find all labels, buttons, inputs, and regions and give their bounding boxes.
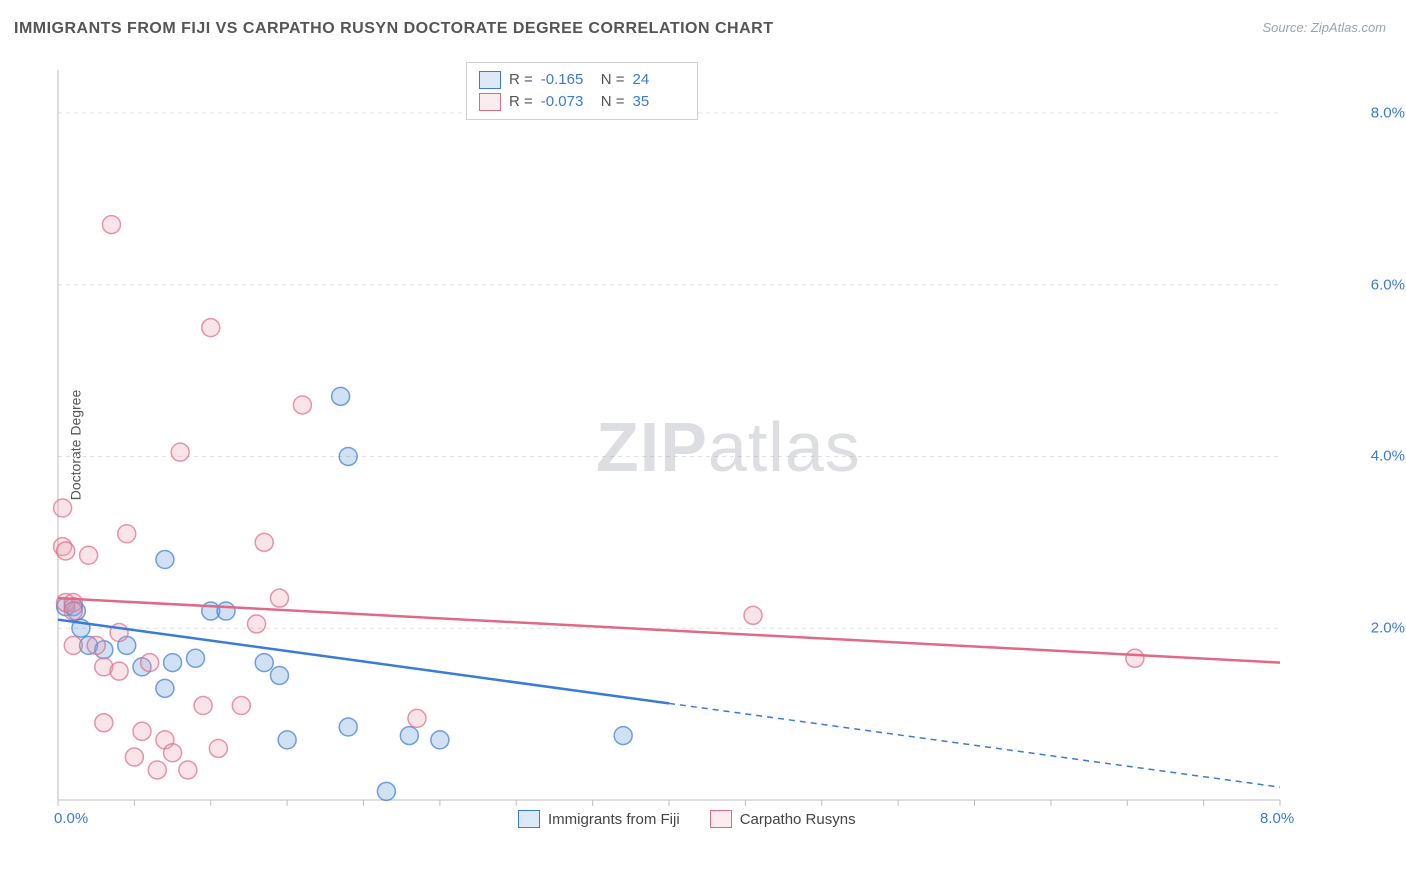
r-value: -0.165 [541,69,593,91]
y-tick-label: 2.0% [1371,620,1405,637]
n-value: 35 [633,91,685,113]
r-label: R = [509,91,533,113]
chart-title: IMMIGRANTS FROM FIJI VS CARPATHO RUSYN D… [14,20,773,38]
source-attribution: Source: ZipAtlas.com [1262,20,1386,35]
chart-area: Doctorate Degree ZIPatlas R =-0.165N =24… [50,60,1350,830]
series-legend: Immigrants from Fiji Carpatho Rusyns [518,810,856,828]
y-tick-label: 8.0% [1371,104,1405,121]
legend-swatch [710,810,732,828]
origin-label: 0.0% [54,810,88,827]
r-value: -0.073 [541,91,593,113]
legend-swatch [518,810,540,828]
y-tick-label: 4.0% [1371,448,1405,465]
r-label: R = [509,69,533,91]
legend-swatch [479,71,501,89]
n-label: N = [601,69,625,91]
legend-label: Carpatho Rusyns [740,811,856,828]
legend-item: Immigrants from Fiji [518,810,680,828]
legend-swatch [479,93,501,111]
correlation-legend: R = -0.165 N = 24 R = -0.073 N = 35 [466,62,698,120]
legend-stat-row: R = -0.073 N = 35 [479,91,685,113]
n-label: N = [601,91,625,113]
scatter-plot-svg [50,60,1350,830]
y-tick-label: 6.0% [1371,276,1405,293]
legend-stat-row: R = -0.165 N = 24 [479,69,685,91]
legend-label: Immigrants from Fiji [548,811,680,828]
x-max-label: 8.0% [1260,810,1294,858]
legend-item: Carpatho Rusyns [710,810,856,828]
n-value: 24 [633,69,685,91]
